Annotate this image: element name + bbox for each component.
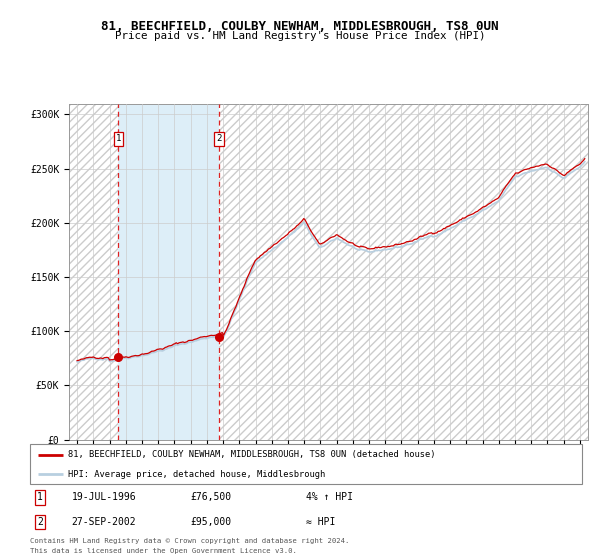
Text: £76,500: £76,500: [190, 492, 231, 502]
Text: 81, BEECHFIELD, COULBY NEWHAM, MIDDLESBROUGH, TS8 0UN: 81, BEECHFIELD, COULBY NEWHAM, MIDDLESBR…: [101, 20, 499, 32]
Text: 81, BEECHFIELD, COULBY NEWHAM, MIDDLESBROUGH, TS8 0UN (detached house): 81, BEECHFIELD, COULBY NEWHAM, MIDDLESBR…: [68, 450, 435, 459]
Bar: [118, 104, 219, 440]
Text: 4% ↑ HPI: 4% ↑ HPI: [306, 492, 353, 502]
Text: 19-JUL-1996: 19-JUL-1996: [71, 492, 136, 502]
Text: 27-SEP-2002: 27-SEP-2002: [71, 517, 136, 527]
Text: 2: 2: [216, 134, 221, 143]
Bar: [219, 104, 588, 440]
Text: HPI: Average price, detached house, Middlesbrough: HPI: Average price, detached house, Midd…: [68, 470, 325, 479]
Text: Contains HM Land Registry data © Crown copyright and database right 2024.: Contains HM Land Registry data © Crown c…: [30, 538, 349, 544]
Text: 1: 1: [37, 492, 43, 502]
Text: 1: 1: [116, 134, 121, 143]
Text: ≈ HPI: ≈ HPI: [306, 517, 335, 527]
Bar: [69, 104, 118, 440]
Text: £95,000: £95,000: [190, 517, 231, 527]
Text: Price paid vs. HM Land Registry's House Price Index (HPI): Price paid vs. HM Land Registry's House …: [115, 31, 485, 41]
Bar: [219, 104, 588, 440]
Text: 2: 2: [37, 517, 43, 527]
Bar: [69, 104, 118, 440]
Text: This data is licensed under the Open Government Licence v3.0.: This data is licensed under the Open Gov…: [30, 548, 297, 554]
